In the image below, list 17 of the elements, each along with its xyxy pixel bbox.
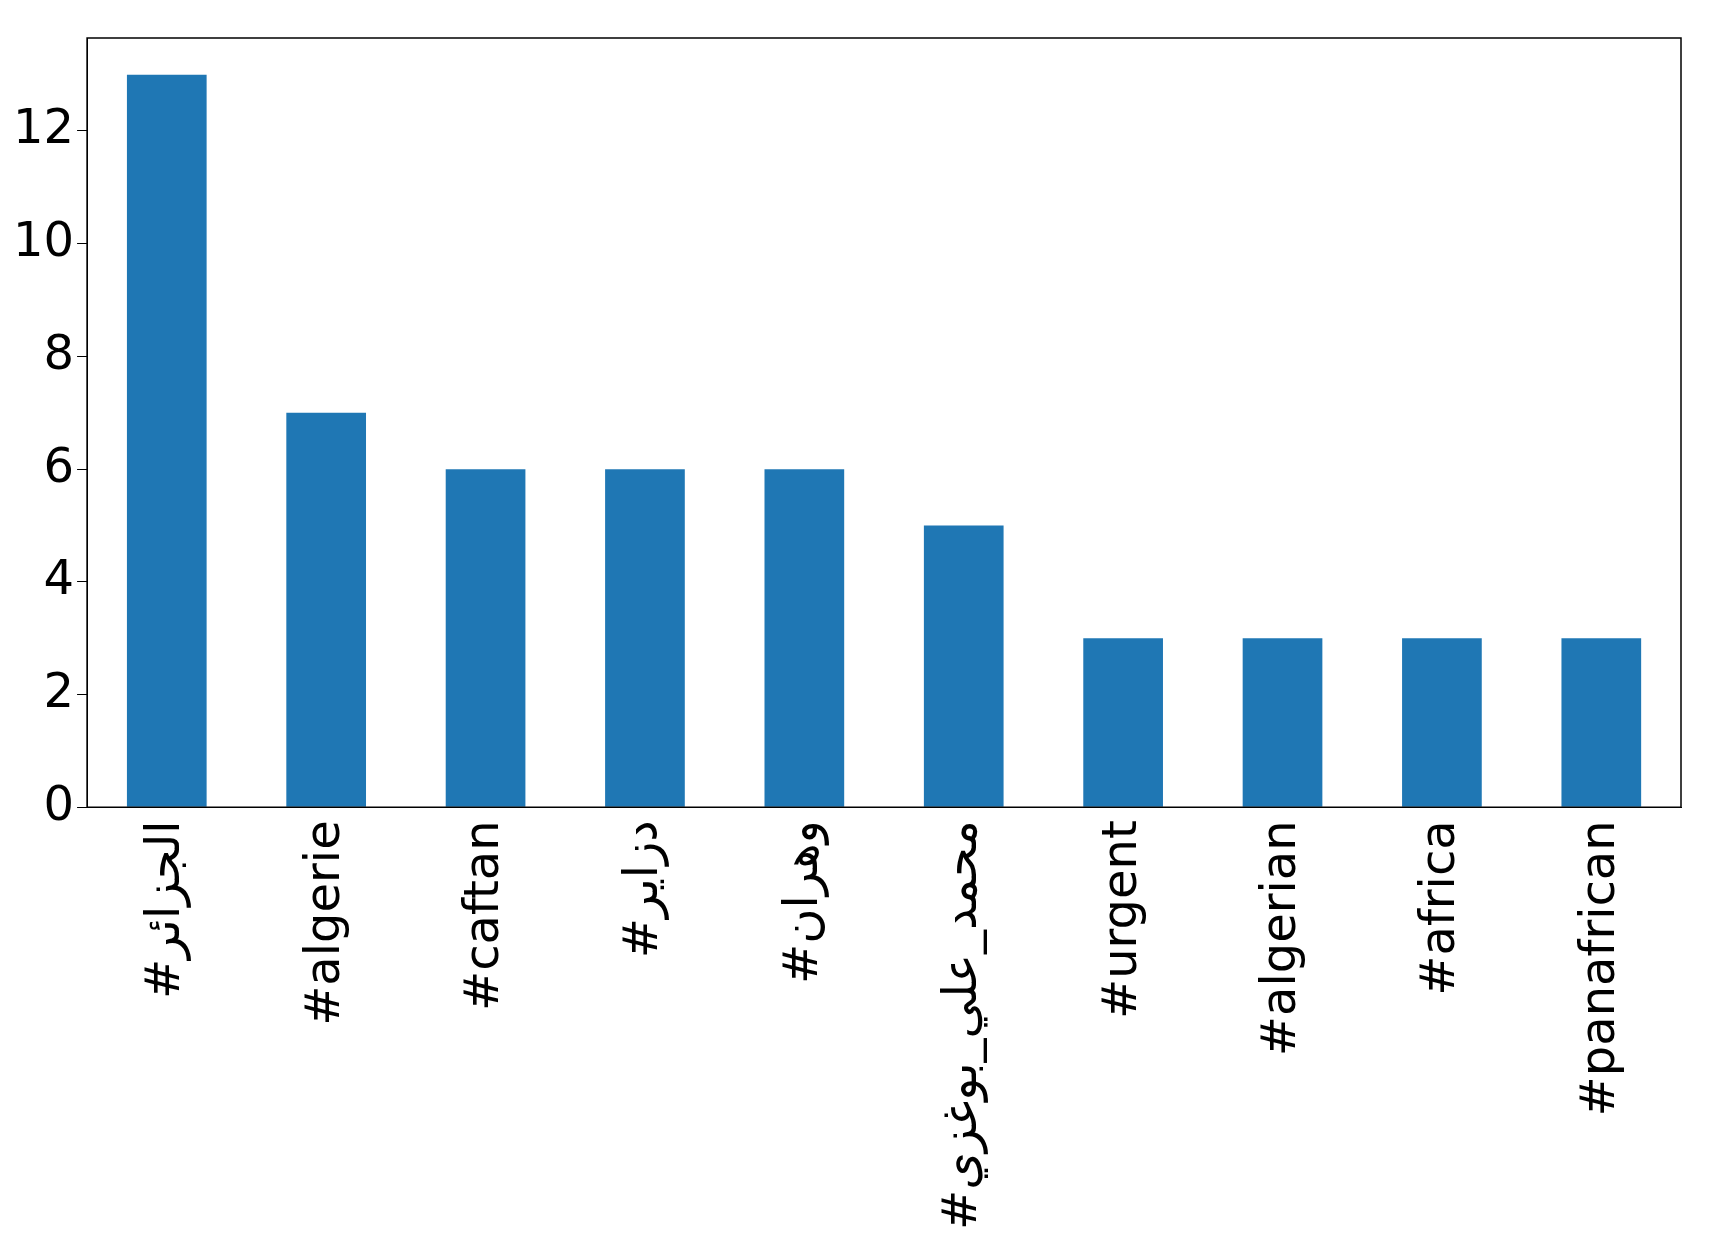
- x-tick-label: #دزاير: [612, 820, 670, 959]
- x-tick-label: #algerie: [293, 820, 350, 1026]
- y-tick-label: 2: [43, 662, 75, 719]
- y-tick-label: 10: [13, 211, 75, 268]
- x-tick-label: #وهران: [771, 820, 829, 985]
- y-tick-label: 6: [43, 436, 75, 493]
- x-tick-label: #محمد_علي_بوغزي: [931, 820, 989, 1231]
- x-tick-label: #urgent: [1090, 820, 1147, 1020]
- x-tick-label: #caftan: [453, 820, 510, 1012]
- x-tick-label: #africa: [1409, 820, 1466, 996]
- y-tick-label: 4: [43, 549, 75, 606]
- y-tick-label: 8: [43, 323, 75, 380]
- x-tick-label: #panafrican: [1568, 820, 1625, 1117]
- y-tick-label: 12: [13, 98, 75, 155]
- x-tick-label: #الجزائر: [134, 820, 192, 1000]
- x-tick-label: #algerian: [1249, 820, 1306, 1057]
- y-tick-label: 0: [43, 774, 75, 831]
